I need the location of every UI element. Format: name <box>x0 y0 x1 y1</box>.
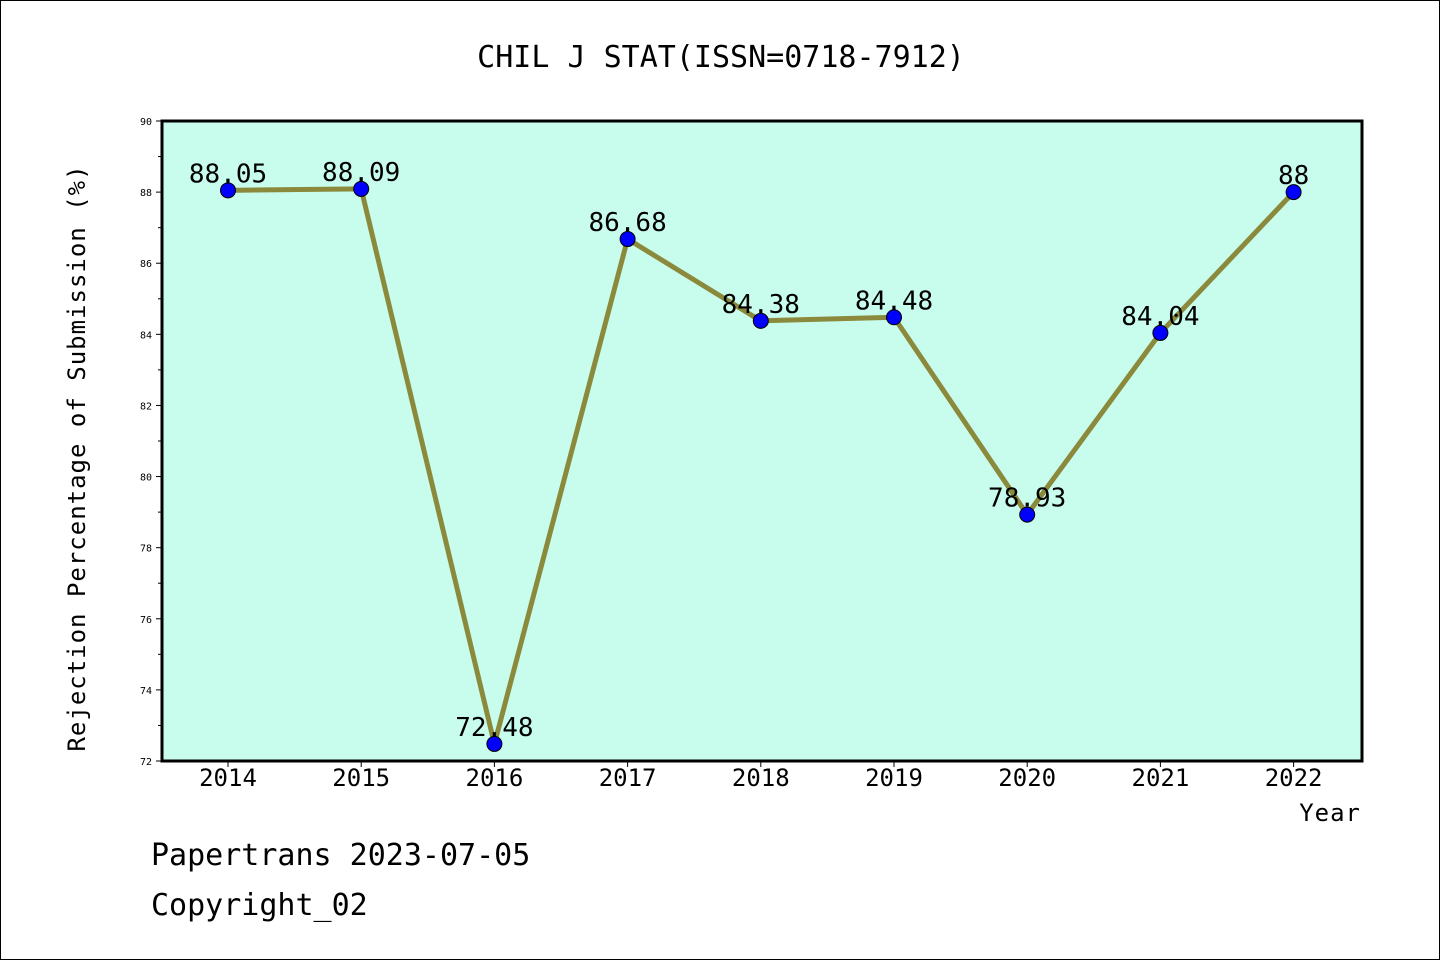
chart-title: CHIL J STAT(ISSN=0718-7912) <box>477 40 965 75</box>
x-tick-label: 2022 <box>1265 764 1323 792</box>
x-tick-label: 2021 <box>1132 764 1190 792</box>
x-tick-label: 2018 <box>732 764 790 792</box>
data-point <box>1152 324 1169 341</box>
x-tick-label: 2014 <box>199 764 257 792</box>
y-tick-label: 90 <box>140 117 152 128</box>
data-point <box>619 231 636 248</box>
y-tick-label: 84 <box>140 330 152 341</box>
data-label: 86.68 <box>588 208 666 238</box>
y-tick-label: 76 <box>140 615 152 626</box>
y-tick-label: 72 <box>140 757 152 768</box>
x-axis-label: Year <box>1299 799 1361 827</box>
data-label: 88.05 <box>189 159 267 189</box>
plot-area <box>160 119 1364 763</box>
x-tick-label: 2015 <box>332 764 390 792</box>
data-label: 88 <box>1278 161 1309 191</box>
y-tick-label: 88 <box>140 188 152 199</box>
data-point <box>752 312 769 329</box>
x-tick-label: 2020 <box>998 764 1056 792</box>
data-point <box>1285 184 1302 201</box>
data-label: 84.04 <box>1121 302 1199 332</box>
y-tick-label: 82 <box>140 401 152 412</box>
data-point <box>886 309 902 326</box>
y-axis-label: Rejection Percentage of Submission (%) <box>63 164 91 751</box>
y-tick-label: 78 <box>140 544 152 555</box>
x-tick-label: 2017 <box>599 764 657 792</box>
footer-source: Papertrans 2023-07-05 <box>151 838 530 873</box>
x-axis: 2014 2015 2016 2017 2018 2019 2020 2021 2022 <box>199 761 1322 792</box>
data-label: 84.48 <box>855 286 933 316</box>
data-point <box>353 180 370 197</box>
y-tick-label: 74 <box>140 686 152 697</box>
data-label: 78.93 <box>988 484 1066 514</box>
series-rejection: 88.05 88.09 72.48 86.68 84.38 84.48 78.93 84.04… <box>189 158 1309 752</box>
data-point <box>486 735 503 752</box>
x-tick-label: 2016 <box>466 764 524 792</box>
data-point <box>220 182 236 199</box>
y-axis: 72 74 76 78 80 82 84 86 88 90 <box>140 117 162 768</box>
footer-copyright: Copyright_02 <box>151 888 368 923</box>
data-label: 84.38 <box>722 290 800 320</box>
y-tick-label: 86 <box>140 259 152 270</box>
y-tick-label: 80 <box>140 473 152 484</box>
x-tick-label: 2019 <box>865 764 923 792</box>
data-point <box>1019 506 1036 523</box>
data-label: 72.48 <box>455 713 533 743</box>
data-label: 88.09 <box>322 158 400 188</box>
